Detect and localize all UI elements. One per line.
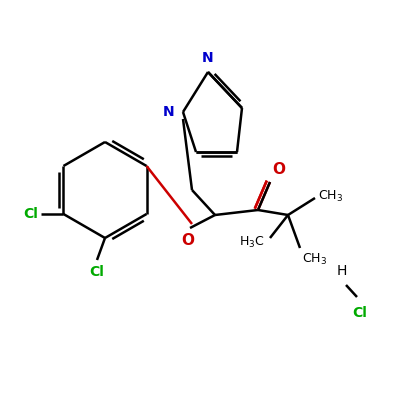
Text: N: N [202,51,214,65]
Text: O: O [272,162,285,177]
Text: CH$_3$: CH$_3$ [318,188,343,204]
Text: H: H [337,264,347,278]
Text: N: N [162,105,174,119]
Text: Cl: Cl [352,306,368,320]
Text: Cl: Cl [90,265,104,279]
Text: O: O [182,233,194,248]
Text: CH$_3$: CH$_3$ [302,252,327,267]
Text: H$_3$C: H$_3$C [240,234,265,250]
Text: Cl: Cl [24,207,38,221]
